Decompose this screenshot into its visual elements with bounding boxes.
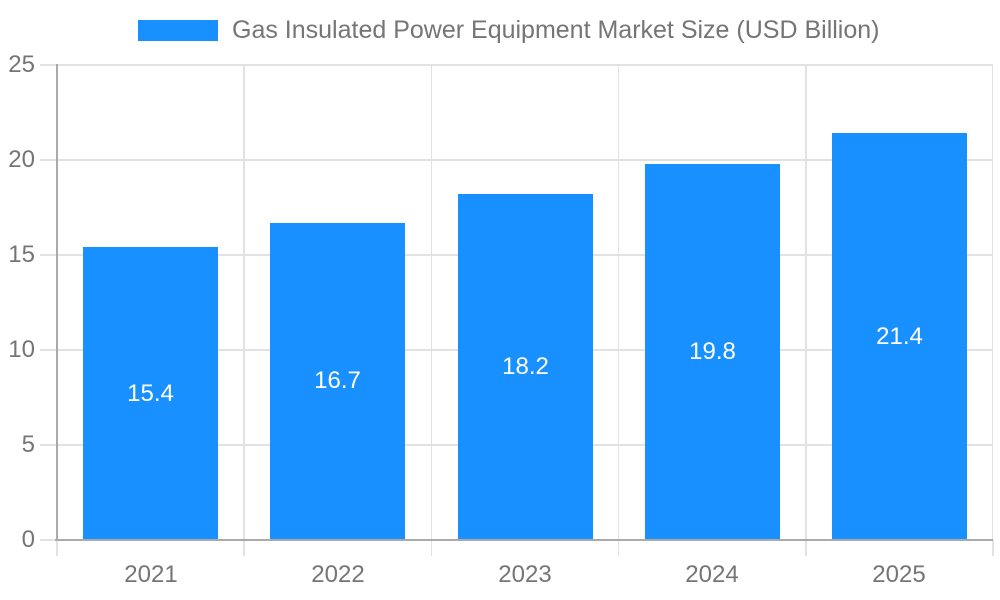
- bar: [458, 194, 593, 539]
- plot-right-border: [991, 65, 993, 540]
- y-tick-label: 0: [21, 526, 35, 553]
- x-tick-label: 2025: [872, 561, 926, 588]
- x-tick-label: 2024: [685, 561, 739, 588]
- x-tick-mark: [430, 540, 433, 556]
- legend-swatch: [138, 20, 218, 41]
- bar-value-label: 19.8: [689, 338, 736, 365]
- y-gridline: [57, 64, 993, 66]
- x-tick-mark: [243, 540, 245, 556]
- x-tick-mark: [617, 540, 620, 556]
- x-gridline: [617, 65, 620, 540]
- legend: Gas Insulated Power Equipment Market Siz…: [138, 16, 880, 45]
- y-tick-mark: [40, 349, 57, 351]
- bar: [270, 222, 405, 539]
- chart-title: Gas Insulated Power Equipment Market Siz…: [232, 16, 880, 44]
- bar: [83, 247, 218, 539]
- x-tick-label: 2023: [498, 561, 552, 588]
- x-gridline: [430, 65, 433, 540]
- bar-value-label: 21.4: [876, 323, 923, 350]
- y-tick-mark: [40, 254, 57, 256]
- y-tick-label: 15: [8, 241, 35, 268]
- x-tick-mark: [805, 540, 807, 556]
- bar-value-label: 18.2: [502, 353, 549, 380]
- y-tick-mark: [40, 64, 57, 66]
- bar: [832, 133, 967, 539]
- bar-value-label: 16.7: [314, 367, 361, 394]
- y-tick-label: 5: [21, 431, 35, 458]
- bar-value-label: 15.4: [127, 380, 174, 407]
- y-gridline: [57, 159, 993, 161]
- y-tick-label: 10: [8, 336, 35, 363]
- bar: [645, 163, 780, 539]
- y-tick-mark: [40, 539, 57, 541]
- x-tick-mark: [56, 540, 58, 556]
- y-tick-mark: [40, 444, 57, 446]
- x-axis-line: [55, 539, 993, 541]
- x-tick-mark: [992, 540, 994, 556]
- y-axis-line: [56, 64, 58, 541]
- x-tick-label: 2022: [311, 561, 365, 588]
- x-gridline: [805, 65, 807, 540]
- y-tick-label: 25: [8, 51, 35, 78]
- x-tick-label: 2021: [124, 561, 178, 588]
- y-tick-label: 20: [8, 146, 35, 173]
- x-gridline: [243, 65, 245, 540]
- y-tick-mark: [40, 159, 57, 161]
